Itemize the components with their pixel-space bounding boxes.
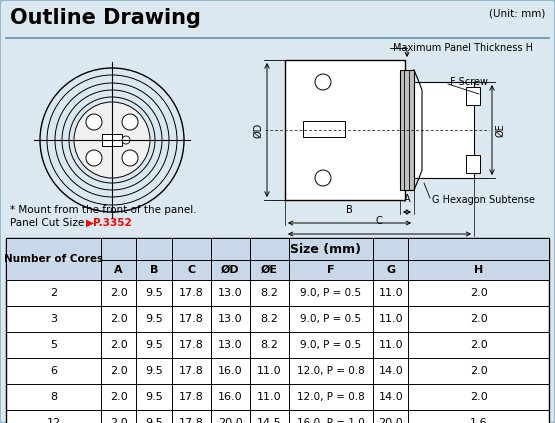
Text: 1.6: 1.6 <box>470 418 487 423</box>
Text: 16.0: 16.0 <box>218 366 243 376</box>
Text: (Unit: mm): (Unit: mm) <box>488 8 545 18</box>
Text: 11.0: 11.0 <box>379 288 403 298</box>
Text: 11.0: 11.0 <box>257 392 282 402</box>
Circle shape <box>86 150 102 166</box>
Text: G: G <box>386 265 395 275</box>
Text: A: A <box>403 194 410 204</box>
Text: 2: 2 <box>50 288 57 298</box>
Text: 14.0: 14.0 <box>379 392 403 402</box>
Circle shape <box>315 74 331 90</box>
Text: 14.0: 14.0 <box>379 366 403 376</box>
Text: 9.5: 9.5 <box>145 418 163 423</box>
Text: 2.0: 2.0 <box>470 392 487 402</box>
Text: H: H <box>474 265 483 275</box>
Text: C: C <box>187 265 195 275</box>
Circle shape <box>122 136 130 144</box>
Text: 2.0: 2.0 <box>110 340 128 350</box>
Circle shape <box>74 102 150 178</box>
Circle shape <box>122 114 138 130</box>
Text: 9.0, P = 0.5: 9.0, P = 0.5 <box>300 340 361 350</box>
Text: 2.0: 2.0 <box>470 314 487 324</box>
Text: C: C <box>376 216 382 226</box>
Text: 9.5: 9.5 <box>145 366 163 376</box>
Text: B: B <box>346 205 352 215</box>
Text: ØE: ØE <box>495 123 505 137</box>
Text: 13.0: 13.0 <box>218 314 243 324</box>
Text: 11.0: 11.0 <box>257 366 282 376</box>
Text: 8: 8 <box>50 392 57 402</box>
Text: Size (mm): Size (mm) <box>290 242 361 255</box>
Text: Panel Cut Size: Panel Cut Size <box>10 218 88 228</box>
Text: 13.0: 13.0 <box>218 288 243 298</box>
Text: 2.0: 2.0 <box>110 366 128 376</box>
Text: ØE: ØE <box>261 265 278 275</box>
Text: Number of Cores: Number of Cores <box>4 254 103 264</box>
Text: 17.8: 17.8 <box>179 418 204 423</box>
Text: 2.0: 2.0 <box>110 288 128 298</box>
Text: 12.0, P = 0.8: 12.0, P = 0.8 <box>297 366 365 376</box>
Text: F Screw: F Screw <box>450 77 488 87</box>
Text: 5: 5 <box>50 340 57 350</box>
Bar <box>102 134 122 146</box>
Text: 12.0, P = 0.8: 12.0, P = 0.8 <box>297 392 365 402</box>
Text: 8.2: 8.2 <box>260 288 278 298</box>
Bar <box>101 238 549 260</box>
Text: ØD: ØD <box>221 265 240 275</box>
Text: 16.0, P = 1.0: 16.0, P = 1.0 <box>297 418 365 423</box>
Text: 17.8: 17.8 <box>179 340 204 350</box>
Bar <box>466 87 480 105</box>
Text: A: A <box>114 265 123 275</box>
Text: * Mount from the front of the panel.: * Mount from the front of the panel. <box>10 205 196 215</box>
Text: 9.5: 9.5 <box>145 392 163 402</box>
Text: 17.8: 17.8 <box>179 288 204 298</box>
Text: 2.0: 2.0 <box>110 314 128 324</box>
Bar <box>6 238 549 423</box>
Text: 3: 3 <box>50 314 57 324</box>
Text: 9.0, P = 0.5: 9.0, P = 0.5 <box>300 314 361 324</box>
Text: 2.0: 2.0 <box>470 340 487 350</box>
Circle shape <box>122 150 138 166</box>
Circle shape <box>86 114 102 130</box>
Text: 8.2: 8.2 <box>260 340 278 350</box>
Text: 20.0: 20.0 <box>379 418 403 423</box>
Text: ØD: ØD <box>253 122 263 137</box>
Bar <box>414 82 474 178</box>
Text: 2.0: 2.0 <box>110 418 128 423</box>
Text: 20.0: 20.0 <box>218 418 243 423</box>
Text: Outline Drawing: Outline Drawing <box>10 8 201 28</box>
Text: 11.0: 11.0 <box>379 340 403 350</box>
Bar <box>101 260 549 280</box>
Text: 11.0: 11.0 <box>379 314 403 324</box>
Text: G Hexagon Subtense: G Hexagon Subtense <box>432 195 535 205</box>
Text: 8.2: 8.2 <box>260 314 278 324</box>
Text: 9.5: 9.5 <box>145 288 163 298</box>
Text: 14.5: 14.5 <box>257 418 282 423</box>
Text: 13.0: 13.0 <box>218 340 243 350</box>
Text: B: B <box>150 265 158 275</box>
Text: ▶P.3352: ▶P.3352 <box>86 218 133 228</box>
Text: 2.0: 2.0 <box>110 392 128 402</box>
Bar <box>285 60 405 200</box>
Text: 17.8: 17.8 <box>179 366 204 376</box>
Bar <box>6 238 101 280</box>
Text: 2.0: 2.0 <box>470 288 487 298</box>
Text: Maximum Panel Thickness H: Maximum Panel Thickness H <box>393 43 533 53</box>
Bar <box>400 70 414 190</box>
Text: 9.0, P = 0.5: 9.0, P = 0.5 <box>300 288 361 298</box>
Text: 16.0: 16.0 <box>218 392 243 402</box>
Text: F: F <box>327 265 335 275</box>
Circle shape <box>315 170 331 186</box>
Bar <box>466 155 480 173</box>
Text: 9.5: 9.5 <box>145 340 163 350</box>
Text: 12: 12 <box>47 418 60 423</box>
Text: 2.0: 2.0 <box>470 366 487 376</box>
Text: 6: 6 <box>50 366 57 376</box>
Text: 17.8: 17.8 <box>179 314 204 324</box>
Text: 17.8: 17.8 <box>179 392 204 402</box>
Text: 9.5: 9.5 <box>145 314 163 324</box>
Bar <box>303 121 345 137</box>
